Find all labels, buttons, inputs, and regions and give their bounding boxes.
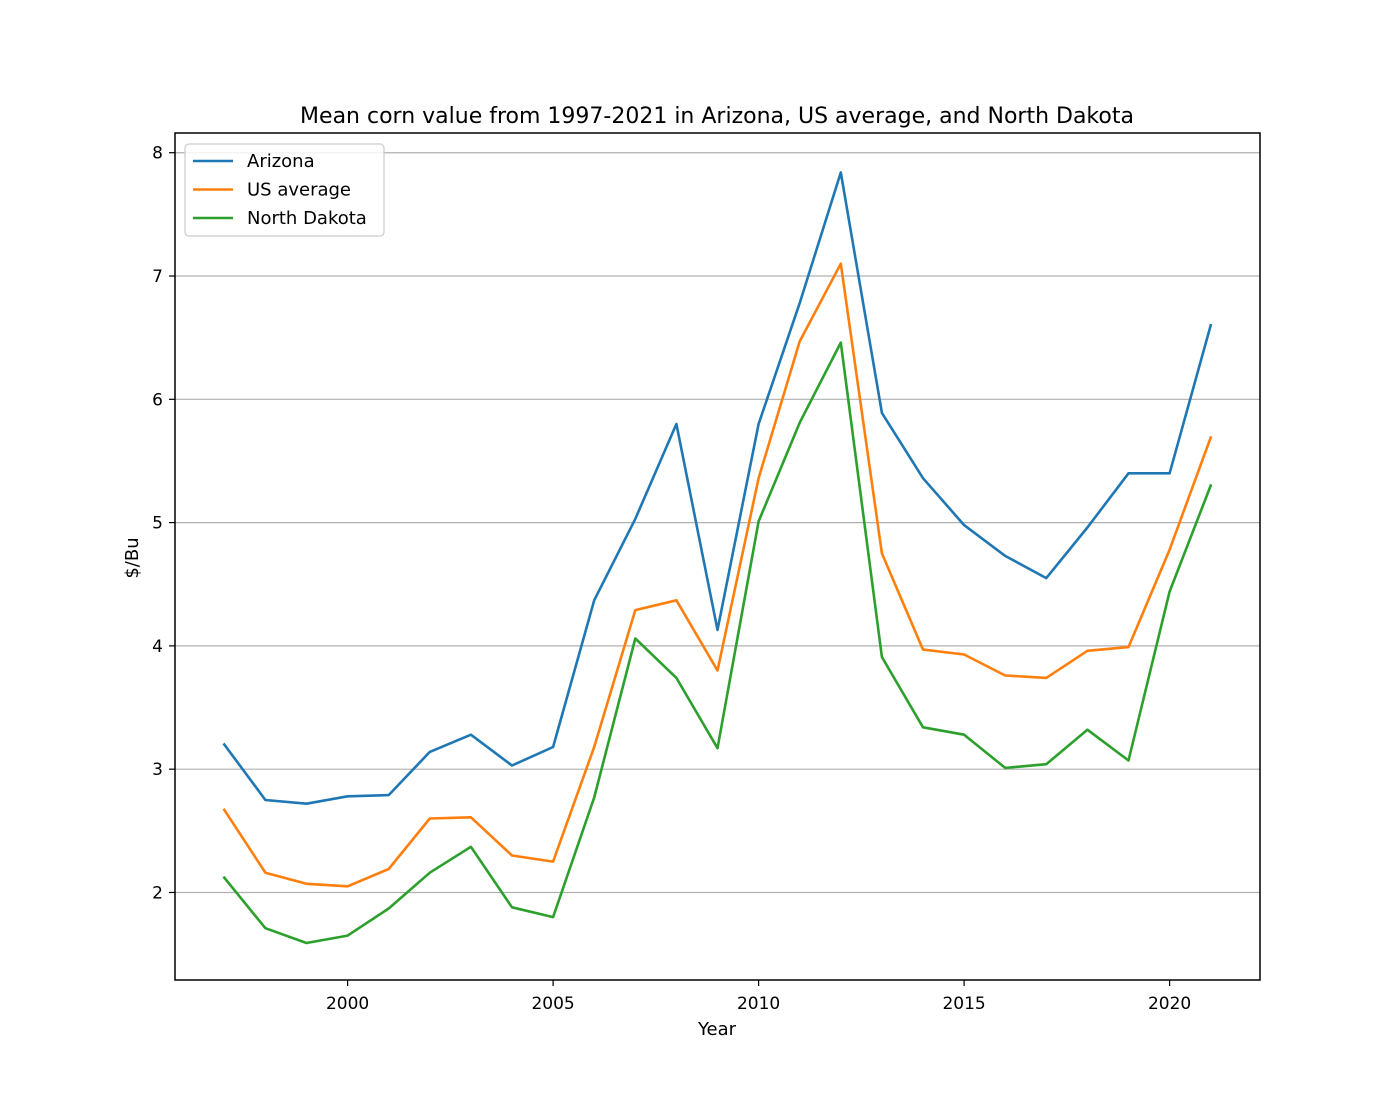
x-axis-ticks: 2000 2005 2010 2015 2020 <box>326 980 1191 1014</box>
y-tick-label-2: 2 <box>152 883 163 903</box>
legend-label-north-dakota: North Dakota <box>247 208 367 229</box>
y-axis-label: $/Bu <box>122 537 143 578</box>
grid-lines <box>175 152 1260 894</box>
y-tick-label-5: 5 <box>152 514 163 534</box>
x-tick-label-2005: 2005 <box>531 994 574 1014</box>
y-tick-label-6: 6 <box>152 390 163 410</box>
y-tick-label-4: 4 <box>152 637 163 657</box>
series-line-arizona <box>222 171 1213 806</box>
x-axis-label: Year <box>697 1019 737 1040</box>
legend-label-us-average: US average <box>247 180 351 201</box>
x-tick-label-2020: 2020 <box>1148 994 1191 1014</box>
legend-box <box>184 143 385 237</box>
chart-title: Mean corn value from 1997-2021 in Arizon… <box>300 104 1134 129</box>
legend-label-arizona: Arizona <box>247 151 315 172</box>
plot-frame <box>174 132 1261 981</box>
x-tick-label-2010: 2010 <box>737 994 780 1014</box>
y-tick-label-3: 3 <box>152 760 163 780</box>
legend: Arizona US average North Dakota <box>184 143 385 237</box>
x-tick-label-2000: 2000 <box>326 994 369 1014</box>
y-tick-label-7: 7 <box>152 267 163 287</box>
y-tick-label-8: 8 <box>152 144 163 164</box>
series-line-north-dakota <box>222 341 1213 945</box>
series-line-us-average <box>222 262 1213 888</box>
x-tick-label-2015: 2015 <box>942 994 985 1014</box>
series-lines <box>222 171 1213 945</box>
y-axis-ticks: 2 3 4 5 6 7 8 <box>152 144 175 903</box>
